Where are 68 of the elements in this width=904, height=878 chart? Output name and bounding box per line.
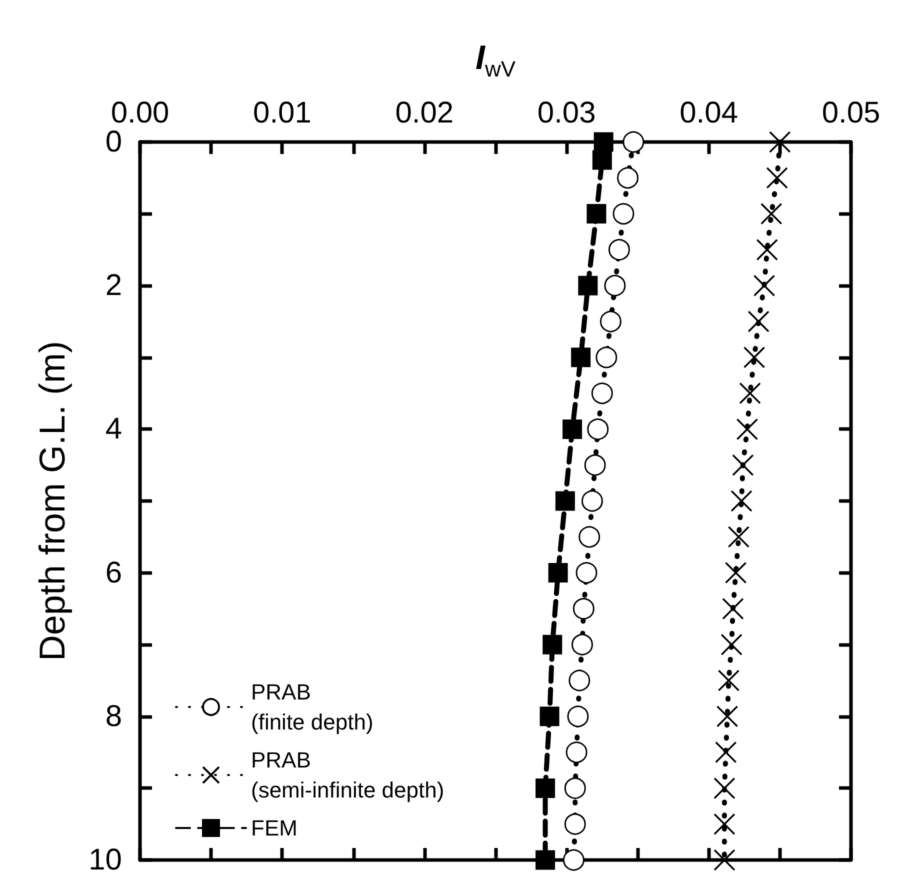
x-tick-label: 0.04 <box>680 96 738 130</box>
point <box>724 562 747 584</box>
legend-label: PRAB (finite depth) <box>251 680 374 734</box>
point <box>564 813 586 835</box>
point <box>753 274 776 296</box>
point <box>576 562 598 584</box>
point <box>617 167 638 189</box>
point <box>732 454 754 476</box>
point <box>736 418 758 440</box>
y-tick-label: 2 <box>105 269 122 302</box>
point <box>564 777 586 799</box>
point <box>596 346 618 368</box>
point <box>562 849 584 871</box>
point <box>571 348 591 368</box>
point <box>743 346 766 368</box>
point <box>769 131 791 153</box>
point <box>608 238 630 260</box>
point <box>714 741 737 764</box>
legend-label: FEM <box>251 816 298 840</box>
point <box>714 777 736 800</box>
x-tick-label: 0.03 <box>537 96 596 130</box>
point <box>587 418 609 440</box>
point <box>612 203 634 225</box>
point <box>728 526 750 548</box>
point <box>536 850 556 870</box>
point <box>594 132 614 152</box>
point <box>542 634 562 654</box>
point <box>730 490 752 512</box>
point <box>540 706 560 726</box>
x-tick-label: 0.05 <box>822 96 880 130</box>
legend-label: PRAB (semi-infinite depth) <box>251 748 444 802</box>
point <box>578 276 598 296</box>
point <box>766 167 788 189</box>
y-tick-label: 8 <box>105 700 122 733</box>
point <box>720 634 742 656</box>
x-tick-label: 0.02 <box>395 96 454 130</box>
point <box>562 419 582 439</box>
y-tick-label: 6 <box>105 556 122 590</box>
point <box>584 454 606 476</box>
point <box>748 310 770 332</box>
y-tick-label: 10 <box>88 844 122 876</box>
x-tick-label: 0.01 <box>253 96 312 130</box>
point <box>592 150 612 170</box>
y-axis-title: Depth from G.L. (m) <box>32 340 72 662</box>
point <box>548 563 568 583</box>
point <box>722 598 744 620</box>
y-tick-label: 4 <box>105 412 122 446</box>
point <box>716 706 738 728</box>
point <box>581 490 603 512</box>
point <box>572 598 594 620</box>
point <box>622 131 644 153</box>
point <box>591 382 613 404</box>
point <box>604 274 626 296</box>
point <box>714 849 736 871</box>
point <box>555 491 575 511</box>
point <box>718 670 740 692</box>
point <box>756 238 778 261</box>
point <box>586 204 606 224</box>
point <box>536 778 556 798</box>
point <box>739 382 761 404</box>
point <box>568 670 590 692</box>
point <box>760 202 782 225</box>
point <box>572 634 593 656</box>
point <box>600 310 622 332</box>
point <box>578 526 600 548</box>
point <box>714 813 736 835</box>
point <box>566 742 588 764</box>
point <box>567 706 589 728</box>
